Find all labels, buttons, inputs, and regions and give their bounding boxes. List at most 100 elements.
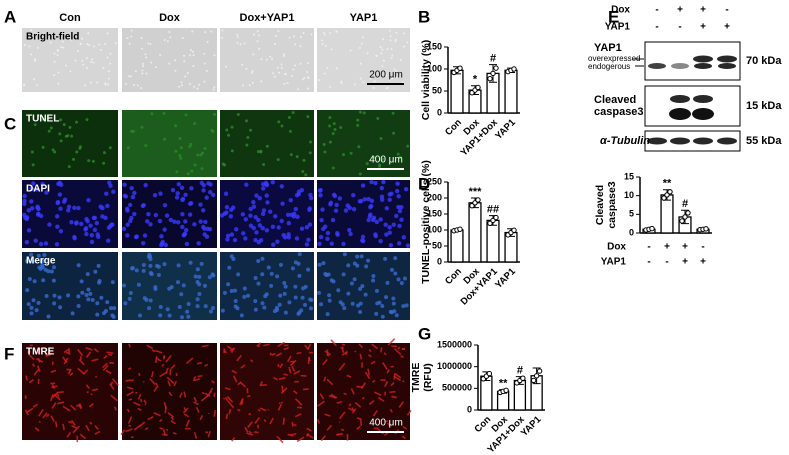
cell (206, 40, 209, 43)
cell (49, 126, 53, 130)
cell (291, 366, 296, 372)
cell (341, 343, 346, 346)
cell (331, 279, 336, 284)
cell (168, 30, 171, 33)
cell (90, 393, 93, 396)
cell (401, 304, 406, 309)
cell (223, 397, 226, 400)
cell (323, 150, 327, 154)
y-axis-label: Cleaved (594, 185, 606, 225)
cell (358, 172, 362, 176)
cell (147, 42, 150, 45)
cell (35, 205, 40, 211)
cell (236, 36, 239, 39)
cell (354, 401, 362, 408)
cell (193, 85, 196, 88)
cell (231, 437, 236, 442)
cell (267, 209, 273, 214)
cell (174, 195, 180, 200)
cell (290, 266, 295, 271)
cell (399, 204, 404, 210)
cell (143, 182, 148, 188)
cell (174, 124, 178, 128)
cell (395, 31, 398, 34)
cell (402, 276, 407, 281)
cell (165, 367, 169, 375)
band-name: caspase3 (594, 106, 644, 118)
cell (96, 263, 101, 268)
cell (106, 238, 111, 243)
cell (271, 242, 276, 247)
point (536, 368, 543, 374)
cell (391, 111, 395, 115)
cell (375, 54, 378, 57)
cell (188, 82, 191, 85)
condition-name: Dox (611, 5, 630, 16)
cell (83, 227, 88, 232)
cell (24, 239, 30, 245)
cell (220, 308, 225, 313)
cell (359, 62, 362, 65)
cell (360, 183, 366, 188)
cell (94, 220, 100, 226)
cell (169, 285, 174, 290)
cell (56, 393, 60, 397)
cell (47, 222, 52, 227)
cell (195, 280, 200, 285)
cell (296, 436, 305, 443)
cell (27, 276, 32, 281)
cell (388, 78, 391, 81)
cell (269, 283, 274, 288)
cell (244, 119, 248, 123)
cell (53, 60, 56, 63)
cell (95, 301, 100, 306)
cell (31, 298, 36, 303)
cell (98, 43, 101, 46)
cell (85, 118, 89, 122)
cell (387, 197, 392, 202)
cell (404, 303, 409, 308)
cell (398, 401, 405, 408)
cell (273, 214, 278, 219)
cell (104, 191, 109, 196)
point (511, 227, 517, 233)
cell (59, 139, 63, 143)
cell (55, 224, 60, 229)
cell (387, 225, 392, 230)
cell (140, 87, 143, 90)
cell (193, 274, 198, 279)
cell (23, 43, 26, 46)
condition-sign: - (665, 257, 668, 268)
point (649, 225, 655, 232)
cell (69, 220, 74, 225)
cell (183, 60, 186, 63)
cell (180, 224, 185, 230)
cell (100, 48, 103, 51)
cell (403, 45, 406, 48)
cell (47, 129, 51, 133)
cell (277, 341, 285, 347)
band-note: overexpressed (588, 54, 640, 63)
cell (149, 43, 152, 46)
cell (196, 87, 199, 90)
cell (213, 54, 216, 57)
cell (43, 241, 49, 246)
cell (391, 222, 397, 227)
cell (32, 279, 37, 284)
cell (56, 391, 64, 394)
cell (178, 85, 181, 88)
cell (278, 262, 283, 267)
significance: ** (663, 178, 672, 190)
cell (29, 199, 34, 204)
cell (29, 186, 34, 191)
point (457, 65, 463, 71)
cell (105, 203, 110, 209)
cell (270, 180, 276, 185)
cell (362, 81, 365, 84)
cell (380, 314, 385, 319)
cell (306, 115, 310, 119)
cell (355, 254, 360, 259)
cell (317, 188, 323, 193)
cell (111, 189, 116, 195)
cell (224, 387, 231, 391)
